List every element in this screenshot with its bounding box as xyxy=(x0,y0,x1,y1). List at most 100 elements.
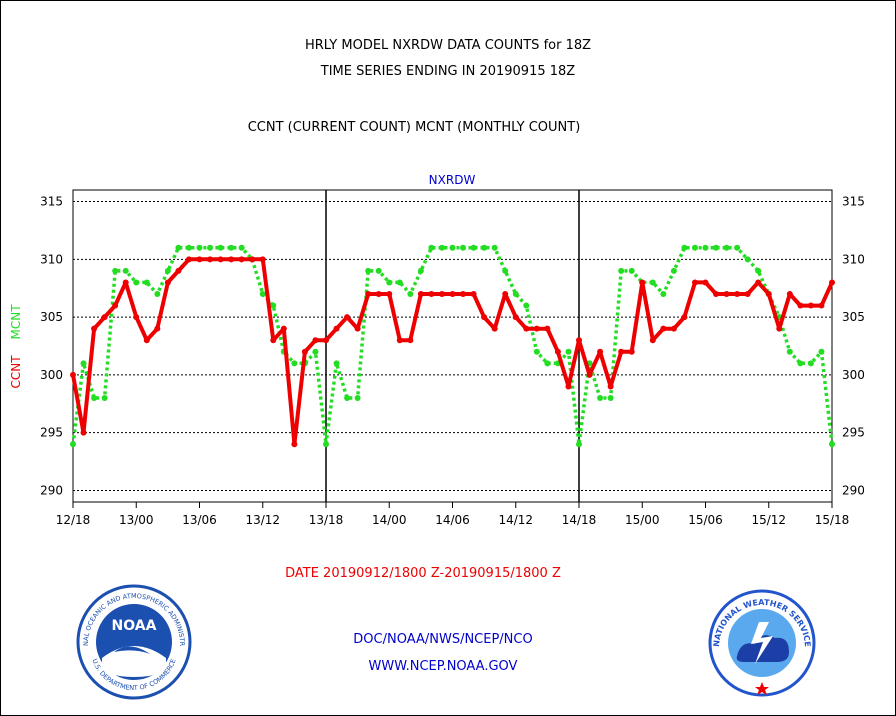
x-tick-label: 15/06 xyxy=(688,513,723,527)
data-point-ccnt xyxy=(207,256,214,263)
org-line: DOC/NOAA/NWS/NCEP/NCO xyxy=(353,632,533,647)
data-point-ccnt xyxy=(597,348,604,355)
x-tick-label: 13/12 xyxy=(245,513,280,527)
data-point-ccnt xyxy=(818,302,825,309)
data-point-mcnt xyxy=(565,348,572,355)
data-point-mcnt xyxy=(122,267,129,274)
y-tick-label-right: 290 xyxy=(842,483,865,497)
data-point-ccnt xyxy=(133,314,140,321)
data-point-ccnt xyxy=(533,325,540,332)
data-point-mcnt xyxy=(649,279,656,286)
data-point-ccnt xyxy=(481,314,488,321)
data-point-mcnt xyxy=(375,267,382,274)
data-point-ccnt xyxy=(765,291,772,297)
data-point-ccnt xyxy=(649,337,656,344)
url-line: WWW.NCEP.NOAA.GOV xyxy=(368,659,518,674)
data-point-ccnt xyxy=(776,325,783,332)
y-tick-label-left: 295 xyxy=(40,426,63,440)
data-point-mcnt xyxy=(228,244,235,251)
data-point-mcnt xyxy=(660,291,667,297)
y-axis-label-ccnt: CCNT xyxy=(9,355,23,389)
data-point-mcnt xyxy=(344,395,351,401)
data-point-mcnt xyxy=(417,267,424,274)
data-point-mcnt xyxy=(185,244,192,251)
data-point-ccnt xyxy=(829,279,835,286)
y-tick-label-right: 310 xyxy=(842,252,865,266)
data-point-mcnt xyxy=(270,302,277,309)
y-tick-label-left: 315 xyxy=(40,195,63,209)
data-point-mcnt xyxy=(797,360,804,367)
data-point-mcnt xyxy=(154,291,161,297)
data-point-ccnt xyxy=(280,325,287,332)
data-point-ccnt xyxy=(660,325,667,332)
x-tick-label: 14/18 xyxy=(562,513,597,527)
data-point-mcnt xyxy=(702,244,709,251)
data-point-mcnt xyxy=(365,267,372,274)
data-point-ccnt xyxy=(333,325,340,332)
data-point-mcnt xyxy=(449,244,456,251)
data-point-ccnt xyxy=(217,256,224,263)
data-point-ccnt xyxy=(185,256,192,263)
data-point-mcnt xyxy=(207,244,214,251)
data-point-ccnt xyxy=(407,337,414,344)
data-point-ccnt xyxy=(323,337,329,344)
data-point-mcnt xyxy=(523,302,530,309)
data-point-ccnt xyxy=(744,291,751,297)
data-point-mcnt xyxy=(597,395,604,401)
data-point-mcnt xyxy=(196,244,203,251)
data-point-mcnt xyxy=(101,395,108,401)
data-point-ccnt xyxy=(386,291,393,297)
data-point-ccnt xyxy=(618,348,625,355)
data-point-ccnt xyxy=(502,291,509,297)
data-point-ccnt xyxy=(249,256,256,263)
data-point-mcnt xyxy=(396,279,403,286)
data-point-ccnt xyxy=(755,279,762,286)
date-range-label: DATE 20190912/1800 Z-20190915/1800 Z xyxy=(285,566,561,581)
data-point-mcnt xyxy=(470,244,477,251)
data-point-ccnt xyxy=(375,291,382,297)
data-point-mcnt xyxy=(723,244,730,251)
data-point-ccnt xyxy=(734,291,741,297)
data-point-mcnt xyxy=(143,279,150,286)
data-point-mcnt xyxy=(312,348,319,355)
data-point-ccnt xyxy=(723,291,730,297)
data-point-mcnt xyxy=(481,244,488,251)
data-point-mcnt xyxy=(734,244,741,251)
x-tick-label: 14/06 xyxy=(435,513,470,527)
data-point-ccnt xyxy=(80,429,87,436)
data-point-ccnt xyxy=(196,256,203,263)
data-point-mcnt xyxy=(786,348,793,355)
data-point-mcnt xyxy=(755,267,762,274)
y-tick-label-left: 310 xyxy=(40,252,63,266)
data-point-mcnt xyxy=(80,360,87,367)
data-point-mcnt xyxy=(829,441,835,448)
data-point-ccnt xyxy=(628,348,635,355)
data-point-ccnt xyxy=(797,302,804,309)
x-tick-label: 15/00 xyxy=(625,513,660,527)
y-tick-label-right: 295 xyxy=(842,426,865,440)
data-point-ccnt xyxy=(228,256,235,263)
plot-frame xyxy=(72,189,833,503)
y-tick-label-left: 290 xyxy=(40,483,63,497)
y-tick-label-right: 305 xyxy=(842,310,865,324)
noaa-logo: NOAA NATIONAL OCEANIC AND ATMOSPHERIC AD… xyxy=(74,582,192,700)
data-point-mcnt xyxy=(618,267,625,274)
data-point-ccnt xyxy=(70,371,76,378)
y-tick-label-right: 315 xyxy=(842,195,865,209)
data-point-mcnt xyxy=(407,291,414,297)
data-point-ccnt xyxy=(681,314,688,321)
data-point-mcnt xyxy=(491,244,498,251)
data-point-ccnt xyxy=(512,314,519,321)
data-point-ccnt xyxy=(786,291,793,297)
data-point-ccnt xyxy=(417,291,424,297)
series-line-mcnt xyxy=(71,246,834,446)
x-tick-label: 14/12 xyxy=(498,513,533,527)
data-point-mcnt xyxy=(713,244,720,251)
data-point-ccnt xyxy=(554,348,561,355)
data-point-mcnt xyxy=(428,244,435,251)
data-point-mcnt xyxy=(818,348,825,355)
x-tick-label: 15/12 xyxy=(751,513,786,527)
data-point-ccnt xyxy=(175,267,182,274)
data-point-mcnt xyxy=(576,441,582,448)
data-point-ccnt xyxy=(807,302,814,309)
